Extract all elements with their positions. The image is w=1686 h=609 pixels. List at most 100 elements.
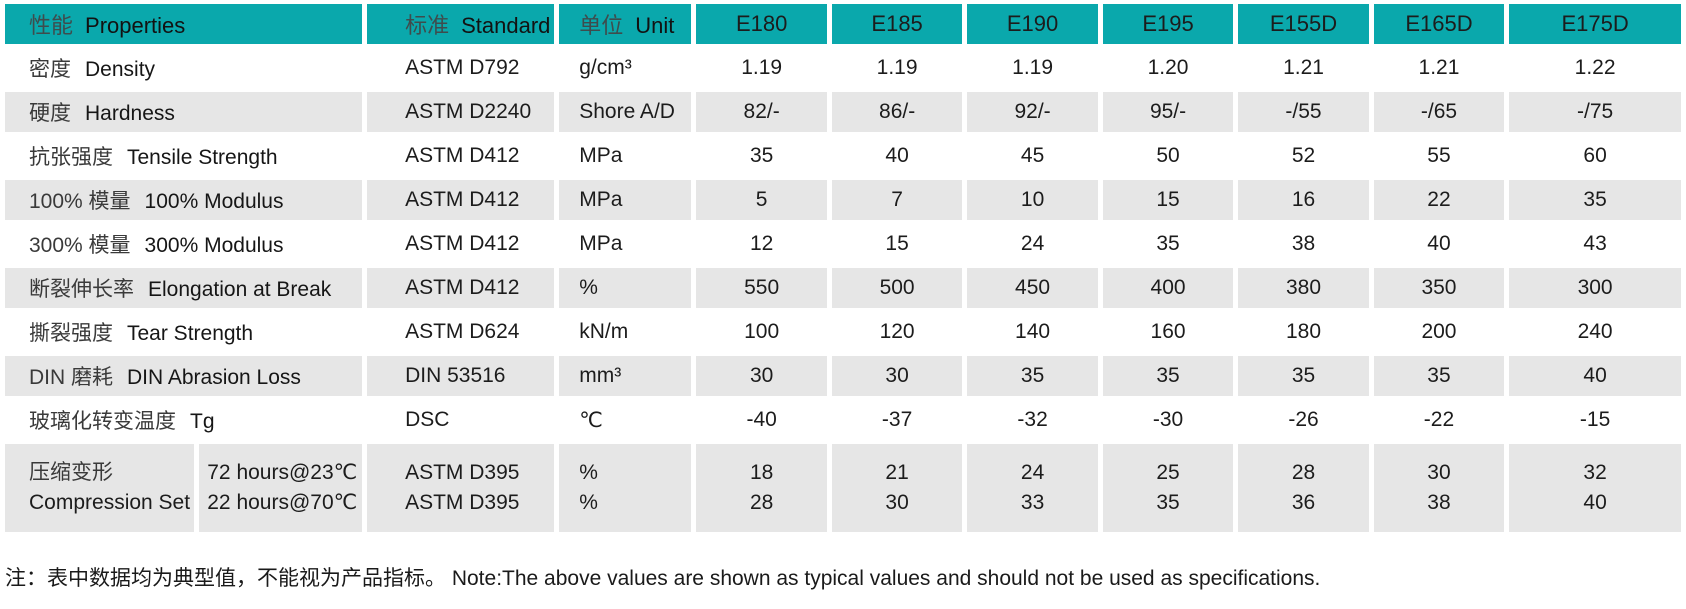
- value-cell: 52: [1238, 136, 1369, 176]
- column-header-en: Unit: [635, 13, 675, 38]
- value-cell: 400: [1102, 268, 1234, 308]
- column-header-zh: 性能: [29, 13, 74, 38]
- property-label-zh: DIN 磨耗: [29, 366, 113, 389]
- value-line: 33: [1020, 491, 1045, 514]
- value-line: 36: [1291, 491, 1316, 514]
- property-label-en: Hardness: [85, 102, 175, 125]
- column-header-en: Standard: [461, 13, 551, 38]
- value-cell: 40: [1373, 224, 1505, 264]
- value-cell: 35: [1238, 356, 1369, 396]
- table-row: 硬度 Hardness ASTM D2240 Shore A/D 82/- 86/- 92/…: [5, 92, 1681, 132]
- footnote: 注：表中数据均为典型值，不能视为产品指标。 Note:The above val…: [5, 567, 1321, 590]
- property-label-zh: 断裂伸长率: [29, 278, 134, 301]
- value-cell: -26: [1238, 400, 1369, 440]
- value-cell: 140: [967, 312, 1098, 352]
- value-cell: 45: [967, 136, 1098, 176]
- value-line: 28: [1291, 461, 1316, 484]
- value-cell: 380: [1238, 268, 1369, 308]
- value-cell: 1.20: [1102, 48, 1234, 88]
- property-label-en: 100% Modulus: [144, 190, 284, 213]
- value-cell: 10: [967, 180, 1098, 220]
- column-header-product: E180: [696, 4, 827, 44]
- property-cell: 撕裂强度 Tear Strength: [5, 312, 363, 352]
- value-cell: 12: [696, 224, 827, 264]
- value-cell: 35: [1102, 356, 1234, 396]
- value-cell: 1.19: [696, 48, 827, 88]
- property-label-en: 300% Modulus: [144, 234, 284, 257]
- value-cell: -/75: [1509, 92, 1681, 132]
- property-label-zh: 压缩变形: [29, 461, 113, 484]
- column-header-unit: 单位 Unit: [559, 4, 692, 44]
- value-cell: 500: [831, 268, 963, 308]
- value-cell: 21 30: [831, 444, 963, 532]
- property-cell: DIN 磨耗 DIN Abrasion Loss: [5, 356, 363, 396]
- value-line: 25: [1156, 461, 1180, 484]
- value-cell: 16: [1238, 180, 1369, 220]
- column-header-standard: 标准 Standard: [367, 4, 555, 44]
- value-line: 30: [1427, 461, 1451, 484]
- table-row: 玻璃化转变温度 Tg DSC ℃ -40 -37 -32 -30 -26 -22 -15: [5, 400, 1681, 440]
- value-cell: -32: [967, 400, 1098, 440]
- value-cell: 30: [696, 356, 827, 396]
- value-line: 30: [885, 491, 909, 514]
- property-label-zh: 撕裂强度: [29, 322, 113, 345]
- property-cell: 断裂伸长率 Elongation at Break: [5, 268, 363, 308]
- value-cell: 28 36: [1238, 444, 1369, 532]
- property-label-zh: 密度: [29, 58, 71, 81]
- value-cell: 15: [1102, 180, 1234, 220]
- value-cell: 18 28: [696, 444, 827, 532]
- property-label-en: Tg: [190, 410, 215, 433]
- table-row: 断裂伸长率 Elongation at Break ASTM D412% 550 500…: [5, 268, 1681, 308]
- table-row: DIN 磨耗 DIN Abrasion Loss DIN 53516 mm³ 30 30 3…: [5, 356, 1681, 396]
- value-cell: 40: [831, 136, 963, 176]
- value-line: 40: [1583, 491, 1607, 514]
- value-cell: 30 38: [1373, 444, 1505, 532]
- value-cell: 15: [831, 224, 963, 264]
- value-cell: 86/-: [831, 92, 963, 132]
- column-header-en: Properties: [85, 13, 186, 38]
- property-cell: 抗张强度 Tensile Strength: [5, 136, 363, 176]
- property-label-zh: 玻璃化转变温度: [29, 410, 176, 433]
- value-cell: -/65: [1373, 92, 1505, 132]
- column-header-properties: 性能 Properties: [5, 4, 363, 44]
- value-cell: 100: [696, 312, 827, 352]
- value-cell: 82/-: [696, 92, 827, 132]
- property-cell: 100% 模量 100% Modulus: [5, 180, 363, 220]
- value-cell: 240: [1509, 312, 1681, 352]
- value-cell: 38: [1238, 224, 1369, 264]
- standard-cell: DSC: [367, 400, 555, 440]
- unit-cell: MPa: [559, 136, 692, 176]
- value-cell: 5: [696, 180, 827, 220]
- column-header-zh: 单位: [579, 13, 624, 38]
- column-header-product: E195: [1102, 4, 1234, 44]
- value-cell: 40: [1509, 356, 1681, 396]
- value-cell: 1.19: [831, 48, 963, 88]
- column-header-zh: 标准: [405, 13, 450, 38]
- table-row-compression-set: 压缩变形 Compression Set 72 hours@23℃ 22 hours@…: [5, 444, 1681, 532]
- value-cell: 32 40: [1509, 444, 1681, 532]
- property-cell: 压缩变形 Compression Set 72 hours@23℃ 22 hours@…: [5, 444, 363, 532]
- column-header-product: E165D: [1373, 4, 1505, 44]
- table-row: 100% 模量 100% Modulus ASTM D412 MPa 5 7 10 15 16 2…: [5, 180, 1681, 220]
- value-cell: 1.19: [967, 48, 1098, 88]
- value-cell: 300: [1509, 268, 1681, 308]
- value-cell: 1.21: [1373, 48, 1505, 88]
- table-row: 撕裂强度 Tear Strength ASTM D624 kN/m 100 120 140 1…: [5, 312, 1681, 352]
- property-label-en: Tear Strength: [127, 322, 254, 345]
- property-cell: 硬度 Hardness: [5, 92, 363, 132]
- value-cell: 50: [1102, 136, 1234, 176]
- value-cell: -22: [1373, 400, 1505, 440]
- compression-conditions: 72 hours@23℃ 22 hours@70℃: [199, 444, 363, 532]
- value-line: 32: [1583, 461, 1607, 484]
- value-cell: 35: [1509, 180, 1681, 220]
- table-row: 300% 模量 300% Modulus ASTM D412 MPa 12 15 24 35 3…: [5, 224, 1681, 264]
- value-line: 35: [1156, 491, 1180, 514]
- standard-cell: ASTM D2240: [367, 92, 555, 132]
- value-cell: 1.21: [1238, 48, 1369, 88]
- value-cell: 43: [1509, 224, 1681, 264]
- value-cell: -40: [696, 400, 827, 440]
- column-header-product: E190: [967, 4, 1098, 44]
- value-cell: 25 35: [1102, 444, 1234, 532]
- standard-cell: ASTM D395 ASTM D395: [367, 444, 555, 532]
- value-cell: 60: [1509, 136, 1681, 176]
